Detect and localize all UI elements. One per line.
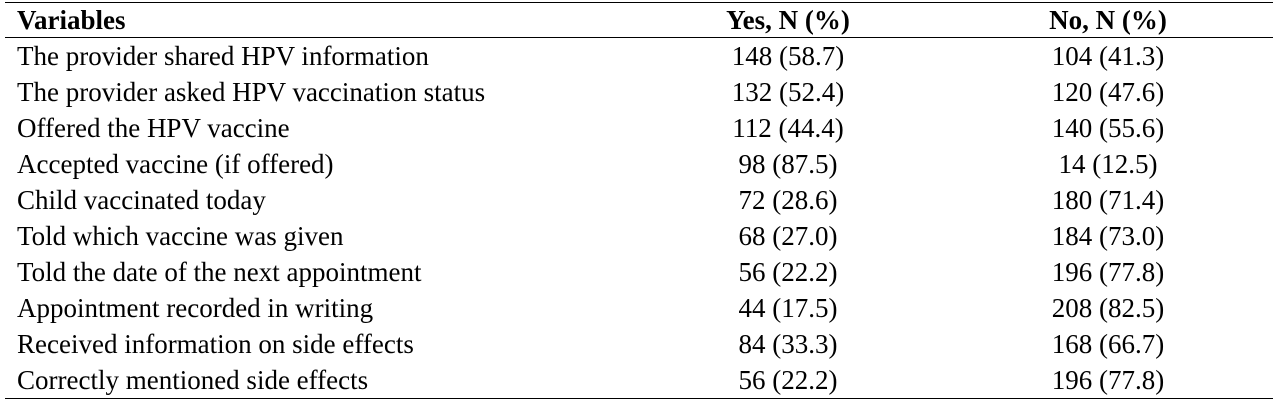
table-row: Child vaccinated today 72 (28.6) 180 (71…: [5, 182, 1273, 218]
header-variables: Variables: [17, 5, 126, 35]
no-cell: 14 (12.5): [1058, 149, 1158, 179]
no-cell: 120 (47.6): [1051, 77, 1165, 107]
yes-cell: 112 (44.4): [732, 113, 844, 143]
yes-cell: 68 (27.0): [738, 221, 838, 251]
table-row: Offered the HPV vaccine 112 (44.4) 140 (…: [5, 110, 1273, 146]
variable-cell: Offered the HPV vaccine: [17, 113, 290, 143]
header-no: No, N (%): [1049, 5, 1167, 35]
no-cell: 168 (66.7): [1051, 329, 1165, 359]
no-cell: 208 (82.5): [1051, 293, 1165, 323]
yes-cell: 56 (22.2): [738, 257, 838, 287]
no-cell: 184 (73.0): [1051, 221, 1165, 251]
table-header: Variables Yes, N (%) No, N (%): [5, 2, 1273, 38]
yes-cell: 148 (58.7): [731, 41, 845, 71]
table-row: Told which vaccine was given 68 (27.0) 1…: [5, 218, 1273, 254]
header-yes: Yes, N (%): [726, 5, 850, 35]
variable-cell: Child vaccinated today: [17, 185, 266, 215]
no-cell: 180 (71.4): [1051, 185, 1165, 215]
variable-cell: Accepted vaccine (if offered): [17, 149, 334, 179]
no-cell: 104 (41.3): [1051, 41, 1165, 71]
yes-cell: 44 (17.5): [738, 293, 838, 323]
yes-cell: 72 (28.6): [738, 185, 838, 215]
yes-cell: 84 (33.3): [738, 329, 838, 359]
variable-cell: Appointment recorded in writing: [17, 293, 374, 323]
table-row: Appointment recorded in writing 44 (17.5…: [5, 290, 1273, 326]
variable-cell: Told the date of the next appointment: [17, 257, 422, 287]
results-table: Variables Yes, N (%) No, N (%) The provi…: [5, 2, 1273, 399]
table-row: Received information on side effects 84 …: [5, 326, 1273, 362]
variable-cell: The provider asked HPV vaccination statu…: [17, 77, 486, 107]
no-cell: 196 (77.8): [1051, 257, 1165, 287]
table-row: Correctly mentioned side effects 56 (22.…: [5, 362, 1273, 399]
table-row: Accepted vaccine (if offered) 98 (87.5) …: [5, 146, 1273, 182]
no-cell: 140 (55.6): [1051, 113, 1165, 143]
yes-cell: 132 (52.4): [731, 77, 845, 107]
variable-cell: Received information on side effects: [17, 329, 414, 359]
table-row: The provider shared HPV information 148 …: [5, 38, 1273, 75]
variable-cell: Correctly mentioned side effects: [17, 365, 369, 395]
table-body: The provider shared HPV information 148 …: [5, 38, 1273, 399]
variable-cell: Told which vaccine was given: [17, 221, 344, 251]
table-row: Told the date of the next appointment 56…: [5, 254, 1273, 290]
header-row: Variables Yes, N (%) No, N (%): [5, 2, 1273, 38]
yes-cell: 56 (22.2): [738, 365, 838, 395]
yes-cell: 98 (87.5): [738, 149, 838, 179]
no-cell: 196 (77.8): [1051, 365, 1165, 395]
data-table-container: Variables Yes, N (%) No, N (%) The provi…: [5, 2, 1273, 399]
table-row: The provider asked HPV vaccination statu…: [5, 74, 1273, 110]
variable-cell: The provider shared HPV information: [17, 41, 429, 71]
